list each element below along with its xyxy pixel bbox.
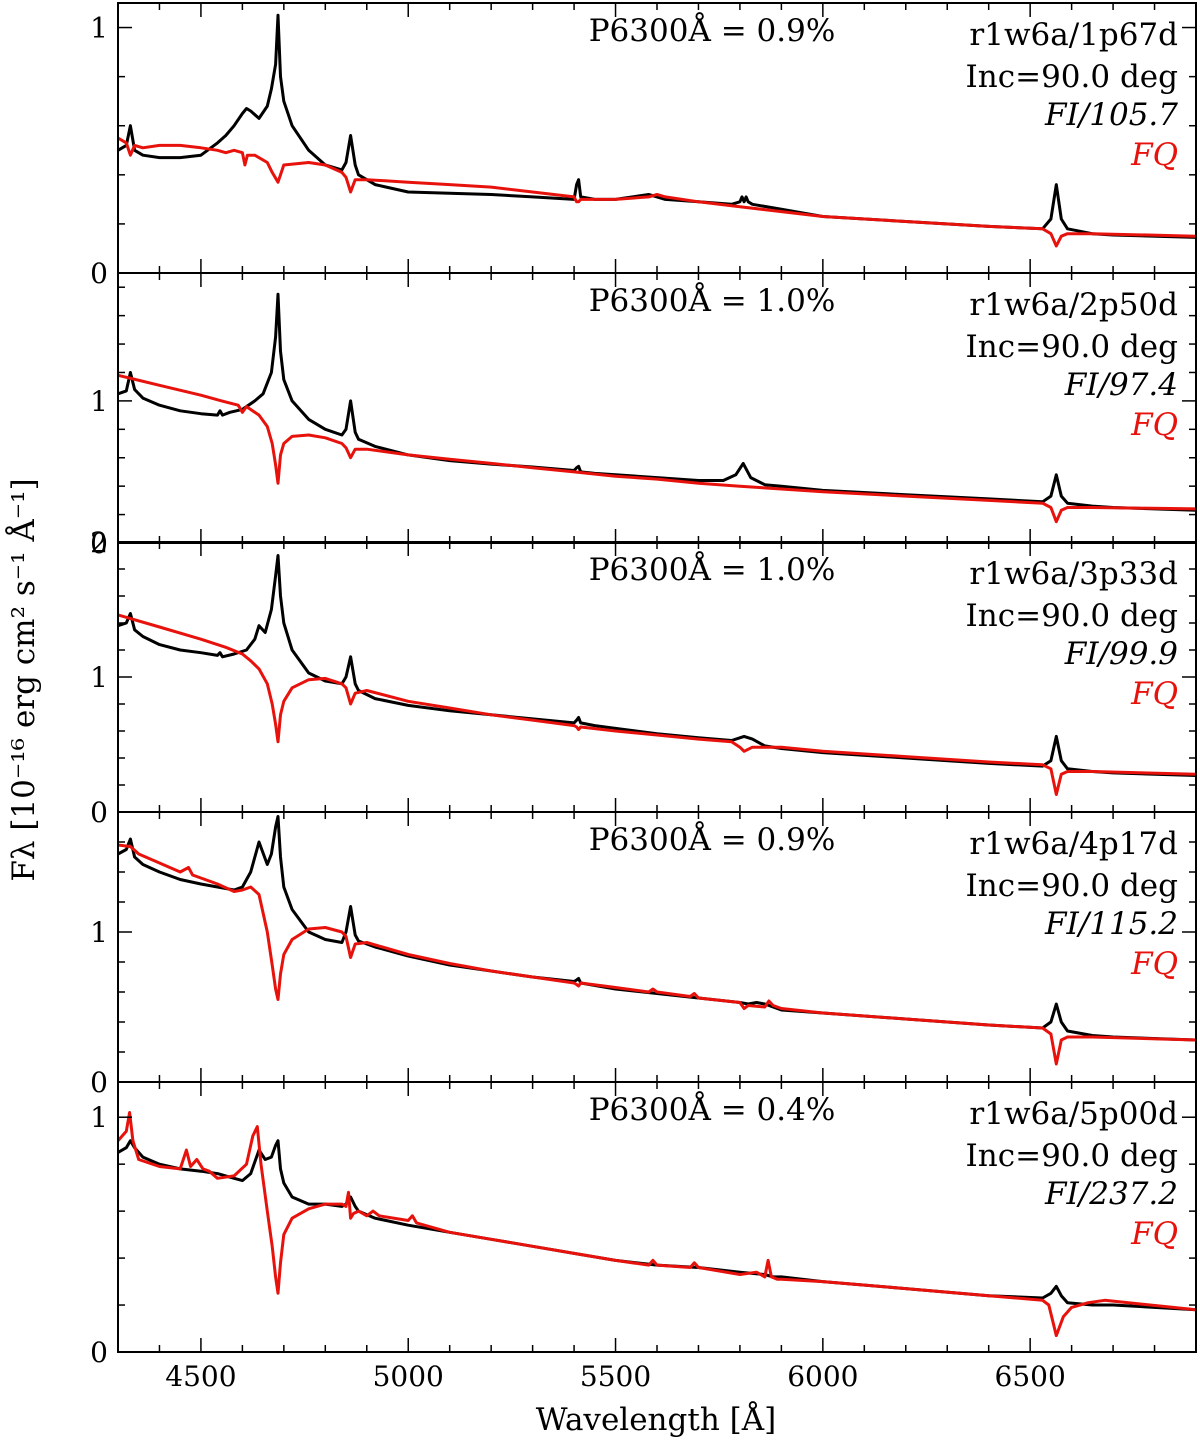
inclination-label: Inc=90.0 deg	[966, 868, 1178, 904]
panel-label: r1w6a/1p67d	[969, 17, 1178, 53]
fq-legend-label: FQ	[1130, 137, 1178, 173]
y-tick-label: 1	[90, 661, 108, 694]
panel-label: r1w6a/5p00d	[969, 1096, 1178, 1132]
polarization-label: P6300Å = 1.0%	[589, 550, 836, 588]
y-tick-label: 1	[90, 1101, 108, 1134]
panel-label: r1w6a/4p17d	[969, 826, 1178, 862]
fi-scale-label: FI/99.9	[1064, 636, 1178, 672]
fq-legend-label: FQ	[1130, 1216, 1178, 1252]
panel-4: 0 1 P6300Å = 0.9% r1w6a/4p17d Inc=90.0 degFI…	[90, 811, 1197, 1099]
polarization-label: P6300Å = 0.9%	[589, 11, 836, 49]
panel-label: r1w6a/3p33d	[969, 556, 1178, 592]
fq-legend-label: FQ	[1130, 407, 1178, 443]
polarization-label: P6300Å = 0.9%	[589, 820, 836, 858]
y-tick-label: 1	[90, 385, 108, 418]
y-axis-label: Fλ [10⁻¹⁶ erg cm² s⁻¹ Å⁻¹]	[4, 478, 42, 881]
series-line-fq	[117, 843, 1197, 1066]
x-tick-label: 5000	[373, 1360, 444, 1393]
inclination-label: Inc=90.0 deg	[966, 329, 1178, 365]
fq-legend-label: FQ	[1130, 946, 1178, 982]
x-tick-label: 4500	[165, 1360, 236, 1393]
y-tick-label: 1	[90, 12, 108, 45]
fq-legend-label: FQ	[1130, 676, 1178, 712]
fi-scale-label: FI/115.2	[1044, 906, 1178, 942]
x-axis-label: Wavelength [Å]	[536, 1400, 776, 1438]
panel-1: 0 1 P6300Å = 0.9% r1w6a/1p67d Inc=90.0 degFI…	[90, 2, 1197, 290]
y-tick-label: 0	[90, 1336, 108, 1369]
x-tick-label: 6500	[995, 1360, 1066, 1393]
fi-scale-label: FI/105.7	[1044, 97, 1178, 133]
panel-5: 0 1 4500 5000 5500 6000 6500 P6300Å = 0.4% r1w6a…	[90, 1081, 1197, 1393]
y-tick-label: 0	[90, 257, 108, 290]
y-tick-label: 0	[90, 1066, 108, 1099]
fi-scale-label: FI/237.2	[1044, 1176, 1178, 1212]
x-tick-label: 6000	[787, 1360, 858, 1393]
x-tick-label: 5500	[580, 1360, 651, 1393]
series-line-fq	[116, 1111, 1197, 1338]
series-line-fq	[117, 136, 1197, 248]
inclination-label: Inc=90.0 deg	[966, 598, 1178, 634]
inclination-label: Inc=90.0 deg	[966, 1138, 1178, 1174]
polarization-label: P6300Å = 1.0%	[589, 281, 836, 319]
inclination-label: Inc=90.0 deg	[966, 59, 1178, 95]
fi-scale-label: FI/97.4	[1064, 367, 1178, 403]
series-line-fq	[117, 613, 1197, 796]
y-tick-label: 1	[90, 916, 108, 949]
y-tick-label: 0	[90, 796, 108, 829]
panel-label: r1w6a/2p50d	[969, 287, 1178, 323]
y-tick-label: 2	[90, 526, 108, 559]
polarization-label: P6300Å = 0.4%	[589, 1090, 836, 1128]
panel-2: 0 1 P6300Å = 1.0% r1w6a/2p50d Inc=90.0 degFI…	[90, 272, 1197, 560]
y-tick-label: 0	[90, 527, 108, 560]
series-line-fq	[117, 373, 1197, 524]
